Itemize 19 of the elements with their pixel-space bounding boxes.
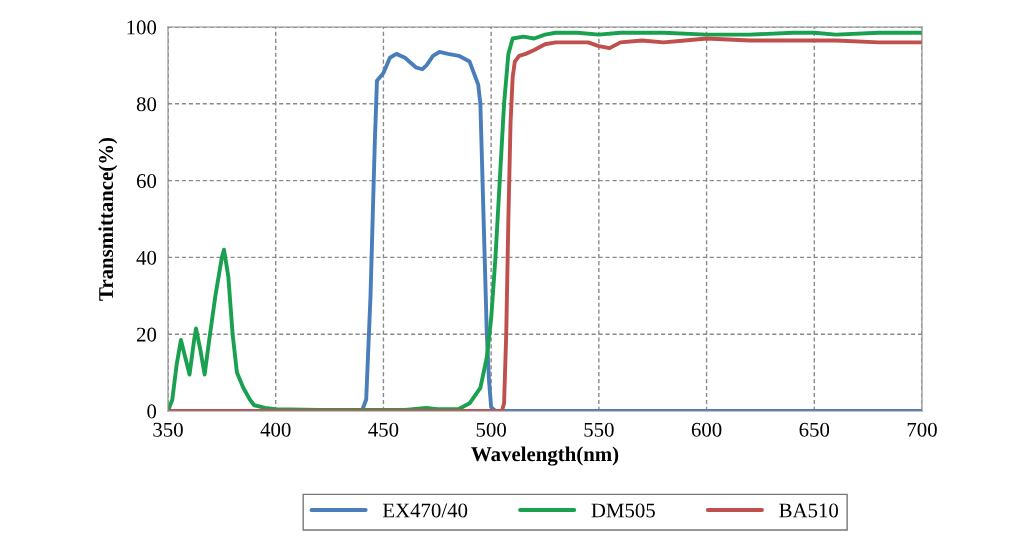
- x-tick-label: 400: [260, 422, 291, 437]
- x-tick-label: 500: [476, 422, 506, 437]
- y-tick-label: 0: [147, 404, 157, 419]
- x-tick-label: 600: [691, 422, 722, 437]
- x-tick-label: 700: [907, 422, 937, 437]
- x-tick-label: 350: [153, 422, 183, 437]
- y-tick-label: 20: [136, 327, 157, 342]
- legend-label: DM505: [591, 503, 655, 518]
- x-tick-label: 550: [584, 422, 614, 437]
- x-tick-label: 650: [799, 422, 830, 437]
- y-tick-label: 100: [127, 20, 157, 35]
- legend-label: EX470/40: [382, 503, 468, 518]
- y-tick-label: 40: [136, 250, 157, 265]
- y-tick-label: 60: [136, 173, 157, 189]
- legend-label: BA510: [779, 503, 839, 518]
- x-axis-title: Wavelength(nm): [471, 446, 619, 466]
- y-axis-title: Transmittance(%): [98, 137, 118, 301]
- y-tick-label: 80: [136, 97, 157, 112]
- x-tick-label: 450: [368, 422, 399, 437]
